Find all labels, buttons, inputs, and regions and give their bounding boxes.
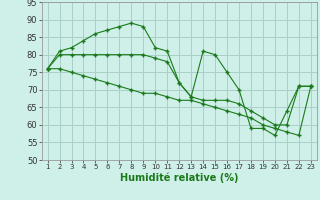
X-axis label: Humidité relative (%): Humidité relative (%) bbox=[120, 173, 238, 183]
